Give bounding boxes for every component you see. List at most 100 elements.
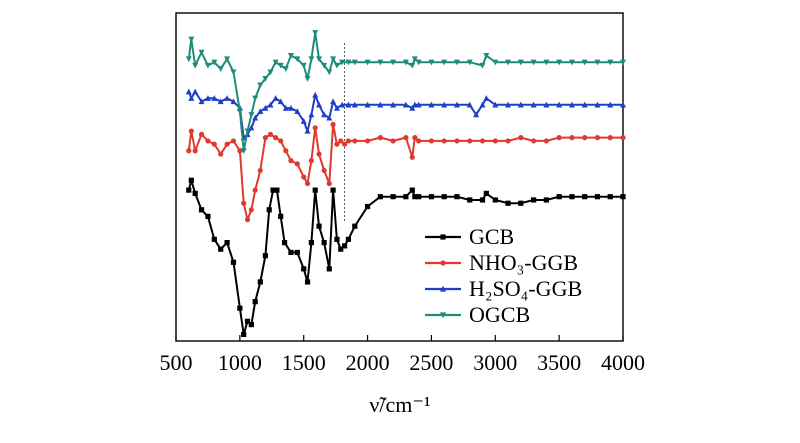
data-point-s0-44	[441, 194, 447, 200]
data-point-s1-37	[390, 138, 396, 144]
data-point-s2-3	[198, 98, 205, 105]
data-point-s1-30	[334, 141, 340, 147]
data-point-s3-20	[287, 53, 294, 59]
data-point-s2-57	[607, 101, 614, 108]
data-point-s3-29	[330, 56, 337, 63]
data-point-s1-21	[294, 161, 300, 167]
data-point-s3-2	[192, 62, 199, 69]
data-point-s3-21	[294, 56, 301, 63]
data-point-s0-5	[211, 236, 217, 242]
data-point-s3-4	[204, 62, 211, 69]
data-point-s3-37	[402, 59, 409, 66]
data-point-s3-18	[277, 62, 284, 69]
series-3	[185, 30, 626, 154]
data-point-s0-10	[241, 331, 247, 338]
data-point-s3-51	[543, 59, 550, 66]
data-point-s0-28	[321, 240, 327, 246]
legend-marker-3	[440, 312, 446, 319]
data-point-s0-8	[230, 259, 237, 265]
data-point-s0-29	[326, 266, 332, 272]
data-point-s2-30	[333, 104, 340, 111]
data-point-s3-57	[620, 59, 626, 66]
data-point-s2-18	[277, 98, 284, 105]
data-point-s2-45	[473, 111, 480, 118]
data-point-s2-23	[304, 127, 311, 134]
data-point-s0-58	[607, 194, 613, 200]
series-0	[186, 177, 626, 338]
x-tick-label-1000: 1000	[218, 350, 262, 375]
legend-marker-1	[440, 260, 446, 266]
data-point-s0-40	[409, 187, 415, 193]
data-point-s2-13	[252, 114, 259, 121]
data-point-s1-43	[441, 138, 447, 144]
data-point-s1-50	[531, 138, 537, 144]
data-point-s0-15	[262, 253, 268, 259]
data-point-s2-27	[321, 111, 328, 118]
data-point-s1-52	[556, 135, 562, 141]
data-point-s2-17	[272, 95, 279, 101]
data-point-s3-12	[248, 112, 255, 118]
data-point-s2-15	[262, 104, 269, 111]
data-point-s0-53	[543, 197, 549, 203]
data-point-s3-10	[240, 148, 247, 154]
data-point-s3-6	[217, 66, 224, 72]
x-tick-label-3500: 3500	[537, 350, 581, 375]
data-point-s1-13	[252, 187, 258, 193]
data-point-s3-17	[272, 59, 279, 66]
data-point-s2-28	[326, 114, 333, 121]
data-point-s2-25	[312, 91, 319, 98]
data-point-s2-42	[441, 101, 448, 108]
data-point-s3-1	[188, 36, 195, 43]
data-point-s1-24	[308, 158, 314, 164]
data-point-s3-45	[479, 62, 486, 69]
data-point-s2-58	[620, 101, 626, 108]
data-point-s0-41	[412, 194, 418, 200]
data-point-s0-18	[274, 187, 280, 193]
data-point-s1-48	[505, 138, 511, 144]
data-point-s0-34	[345, 236, 352, 242]
data-point-s3-55	[594, 59, 601, 66]
data-point-s1-38	[403, 135, 409, 141]
data-point-s2-26	[316, 101, 323, 108]
data-point-s1-35	[364, 138, 371, 144]
data-point-s2-38	[409, 104, 416, 111]
data-point-s3-43	[453, 59, 460, 66]
data-point-s0-49	[492, 197, 498, 203]
data-point-s3-23	[304, 76, 311, 82]
data-point-s1-46	[479, 138, 486, 144]
data-point-s2-46	[479, 101, 486, 108]
data-point-s0-38	[390, 194, 396, 200]
data-point-s3-32	[345, 59, 352, 66]
data-point-s0-20	[281, 240, 288, 246]
data-point-s3-8	[230, 69, 237, 76]
data-point-s2-51	[530, 101, 537, 108]
data-point-s3-53	[568, 59, 575, 66]
data-point-s2-50	[517, 101, 524, 108]
data-point-s2-19	[282, 104, 289, 111]
data-point-s2-31	[339, 101, 346, 108]
data-point-s3-26	[316, 56, 323, 63]
data-point-s1-25	[312, 125, 318, 131]
data-point-s2-4	[204, 95, 211, 101]
data-point-s3-36	[390, 59, 397, 66]
data-point-s2-39	[411, 101, 418, 108]
series-line-1	[187, 123, 623, 221]
data-point-s3-7	[224, 56, 231, 63]
data-point-s1-36	[377, 135, 383, 141]
data-point-s2-47	[483, 95, 490, 101]
legend-label-3: OGCB	[469, 302, 530, 327]
data-point-s3-28	[326, 69, 333, 76]
data-point-s0-42	[416, 194, 422, 200]
data-point-s2-54	[568, 101, 575, 108]
data-point-s0-31	[334, 236, 340, 242]
data-point-s2-33	[351, 101, 358, 108]
data-point-s0-32	[338, 246, 344, 252]
data-point-s1-31	[338, 138, 344, 144]
data-point-s1-28	[326, 180, 332, 187]
data-point-s2-53	[556, 101, 563, 108]
x-tick-label-1500: 1500	[282, 350, 326, 375]
data-point-s1-34	[352, 138, 358, 144]
data-point-s3-25	[312, 30, 319, 36]
data-point-s2-2	[192, 88, 199, 95]
